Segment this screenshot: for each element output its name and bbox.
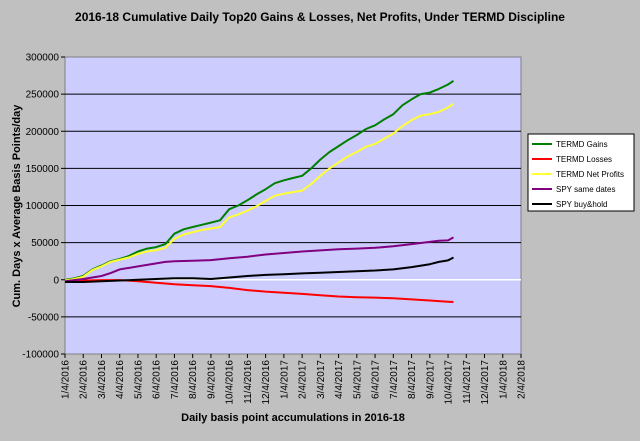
x-tick-label: 10/4/2017 xyxy=(444,360,455,405)
x-tick-label: 8/4/2017 xyxy=(407,360,418,399)
y-tick-label: 0 xyxy=(53,275,59,286)
x-tick-label: 3/4/2017 xyxy=(316,360,327,399)
x-tick-label: 11/4/2017 xyxy=(462,360,473,404)
series-lines xyxy=(64,79,455,303)
x-tick-label: 11/4/2016 xyxy=(243,360,254,404)
legend-label: TERMD Gains xyxy=(556,140,608,149)
x-tick-label: 9/4/2016 xyxy=(206,360,217,399)
series-line-spy-buy-hold xyxy=(65,256,454,283)
y-tick-label: 150000 xyxy=(26,164,60,175)
x-tick-label: 2/4/2016 xyxy=(79,360,90,399)
x-tick-label: 1/4/2018 xyxy=(498,360,509,399)
y-axis-title: Cum. Days x Average Basis Points/day xyxy=(11,104,23,308)
legend-box xyxy=(527,133,635,212)
legend-label: SPY buy&hold xyxy=(556,200,607,209)
series-line-termd-gains xyxy=(64,79,455,281)
y-tick-label: 200000 xyxy=(26,127,60,138)
legend: TERMD Gains TERMD Losses TERMD Net Profits… xyxy=(527,133,635,212)
x-tick-label: 6/4/2017 xyxy=(371,360,382,399)
y-tick-label: -100000 xyxy=(22,350,59,361)
x-tick-label: 2/4/2018 xyxy=(517,360,528,399)
x-tick-label: 4/4/2017 xyxy=(334,360,345,399)
legend-label: SPY same dates xyxy=(556,185,615,194)
x-tick-label: 7/4/2016 xyxy=(170,360,181,399)
y-axis: -100000 -50000 0 50000 100000 150000 200000 250… xyxy=(22,53,65,361)
y-tick-label: 300000 xyxy=(26,53,60,64)
y-tick-label: 250000 xyxy=(26,90,60,101)
x-axis-title: Daily basis point accumulations in 2016-… xyxy=(181,412,405,424)
x-tick-label: 8/4/2016 xyxy=(188,360,199,399)
x-tick-label: 1/4/2016 xyxy=(61,360,72,399)
x-tick-label: 12/4/2017 xyxy=(480,360,491,405)
x-tick-label: 5/4/2016 xyxy=(133,360,144,399)
x-tick-label: 5/4/2017 xyxy=(352,360,363,399)
x-axis: 1/4/2016 2/4/2016 3/4/2016 4/4/2016 5/4/2016… xyxy=(61,354,528,405)
series-line-termd-net-profits xyxy=(64,102,455,282)
x-tick-label: 1/4/2017 xyxy=(279,360,290,399)
legend-label: TERMD Losses xyxy=(556,155,612,164)
x-tick-label: 12/4/2016 xyxy=(261,360,272,405)
x-tick-label: 4/4/2016 xyxy=(115,360,126,399)
x-tick-label: 3/4/2016 xyxy=(97,360,108,399)
y-tick-label: -50000 xyxy=(28,312,60,323)
x-tick-label: 2/4/2017 xyxy=(298,360,309,399)
series-line-spy-same-dates xyxy=(64,236,454,283)
legend-label: TERMD Net Profits xyxy=(556,170,624,179)
y-tick-label: 50000 xyxy=(31,238,59,249)
x-tick-label: 9/4/2017 xyxy=(425,360,436,399)
y-tick-label: 100000 xyxy=(26,201,60,212)
x-tick-label: 10/4/2016 xyxy=(225,360,236,405)
x-tick-label: 6/4/2016 xyxy=(152,360,163,399)
chart-title: 2016-18 Cumulative Daily Top20 Gains & L… xyxy=(75,10,565,24)
x-tick-label: 7/4/2017 xyxy=(389,360,400,399)
